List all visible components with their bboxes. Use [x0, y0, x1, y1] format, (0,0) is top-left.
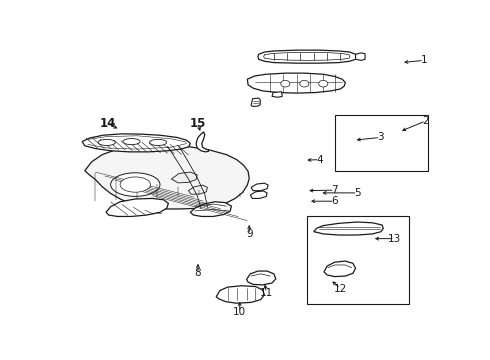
- Bar: [307, 216, 409, 304]
- Polygon shape: [196, 132, 209, 152]
- Text: 11: 11: [260, 288, 273, 298]
- Polygon shape: [246, 271, 276, 285]
- Polygon shape: [106, 198, 169, 216]
- Text: 5: 5: [354, 188, 361, 198]
- Polygon shape: [251, 183, 268, 191]
- Polygon shape: [251, 98, 260, 107]
- Circle shape: [318, 80, 328, 87]
- Text: 7: 7: [331, 185, 338, 195]
- Circle shape: [281, 80, 290, 87]
- Text: 14: 14: [99, 117, 116, 130]
- Polygon shape: [85, 145, 249, 209]
- Text: 3: 3: [377, 132, 384, 143]
- Text: 9: 9: [246, 229, 252, 239]
- Bar: [335, 115, 428, 171]
- Ellipse shape: [120, 177, 150, 192]
- Text: 4: 4: [316, 155, 323, 165]
- Ellipse shape: [98, 139, 115, 145]
- Text: 12: 12: [334, 284, 347, 293]
- Polygon shape: [356, 53, 365, 60]
- Polygon shape: [216, 286, 265, 303]
- Ellipse shape: [149, 139, 167, 145]
- Ellipse shape: [111, 173, 160, 196]
- Text: 10: 10: [233, 307, 246, 317]
- Polygon shape: [82, 134, 190, 152]
- Polygon shape: [172, 172, 197, 183]
- Polygon shape: [190, 202, 231, 216]
- Polygon shape: [258, 50, 358, 63]
- Polygon shape: [324, 261, 356, 276]
- Polygon shape: [272, 92, 282, 97]
- Text: 13: 13: [388, 234, 401, 244]
- Ellipse shape: [123, 139, 140, 145]
- Text: 8: 8: [195, 268, 201, 278]
- Polygon shape: [314, 222, 383, 235]
- Text: 15: 15: [190, 117, 206, 130]
- Polygon shape: [250, 191, 267, 198]
- Polygon shape: [189, 185, 207, 194]
- Text: 2: 2: [422, 116, 429, 126]
- Circle shape: [300, 80, 309, 87]
- Text: 1: 1: [420, 55, 427, 66]
- Text: 6: 6: [331, 196, 338, 206]
- Polygon shape: [247, 73, 345, 93]
